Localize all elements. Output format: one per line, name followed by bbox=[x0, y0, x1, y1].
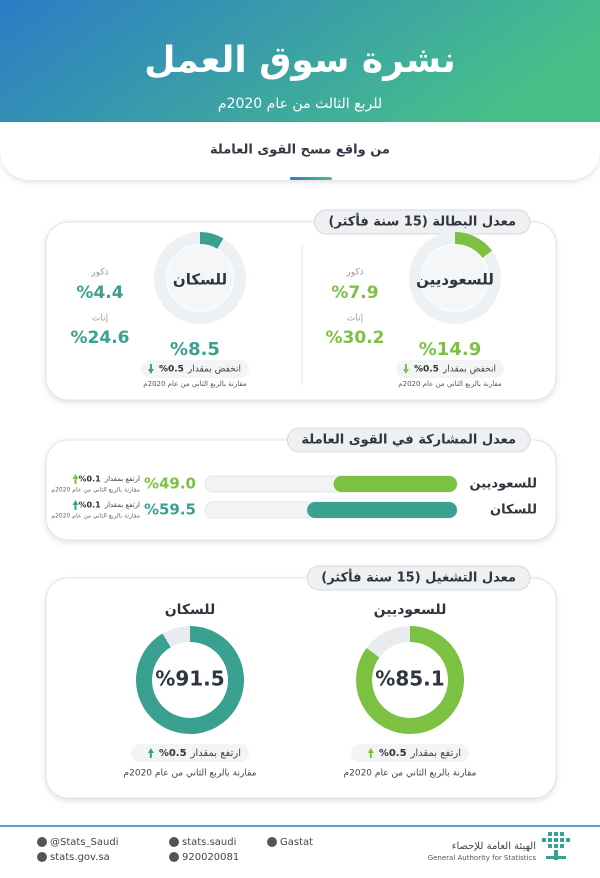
header-rule bbox=[290, 177, 332, 180]
change-value: %0.5 bbox=[159, 365, 184, 375]
donut-arc bbox=[454, 232, 493, 259]
change-value: %0.1 bbox=[79, 475, 102, 484]
group-name: للسعوديين bbox=[416, 271, 494, 289]
rate-label: %59.5 bbox=[144, 501, 196, 519]
footer-twitter[interactable]: @Stats_Saudi bbox=[50, 837, 118, 848]
org-name-ar: الهيئة العامة للإحصاء bbox=[452, 841, 536, 852]
male-label: ذكور bbox=[345, 268, 363, 278]
org-name-en: General Authority for Statistics bbox=[428, 854, 537, 862]
social-icon bbox=[267, 837, 277, 847]
change-value: %0.5 bbox=[159, 748, 187, 759]
change-note: مقارنة بالربع الثاني من عام 2020م bbox=[344, 769, 477, 779]
change-box bbox=[396, 360, 504, 378]
section-title-pill bbox=[286, 427, 531, 453]
change-arrow bbox=[147, 748, 154, 758]
bar bbox=[307, 502, 457, 518]
change-note: مقارنة بالربع الثاني من عام 2020م bbox=[51, 487, 140, 494]
footer-facebook[interactable]: stats.saudi bbox=[182, 837, 236, 848]
change-note: مقارنة بالربع الثاني من عام 2020م bbox=[398, 380, 502, 388]
section-title-pill bbox=[306, 565, 531, 591]
female-label: إناث bbox=[92, 314, 108, 324]
title: نشرة سوق العمل bbox=[144, 40, 455, 81]
employment-card bbox=[45, 577, 557, 799]
change-arrow bbox=[147, 364, 154, 374]
social-icon bbox=[37, 837, 47, 847]
social-icon bbox=[37, 852, 47, 862]
subtitle: للربع الثالث من عام 2020م bbox=[218, 96, 382, 112]
change-note: مقارنة بالربع الثاني من عام 2020م bbox=[51, 513, 140, 520]
social-icon bbox=[169, 852, 179, 862]
rate-label: %91.5 bbox=[155, 667, 224, 691]
group-name: للسكان bbox=[165, 602, 216, 618]
female-value: %30.2 bbox=[326, 328, 385, 348]
footer-phone[interactable]: 920020081 bbox=[182, 852, 239, 863]
logo bbox=[542, 832, 570, 860]
bar bbox=[333, 476, 457, 492]
rate-label: %49.0 bbox=[144, 475, 196, 493]
rate-label: %85.1 bbox=[375, 667, 444, 691]
footer-website[interactable]: stats.gov.sa bbox=[50, 852, 110, 863]
row-name: للسكان bbox=[490, 503, 537, 518]
change-text: ارتفع بمقدار bbox=[104, 475, 140, 483]
female-value: %24.6 bbox=[71, 328, 130, 348]
donut-arc bbox=[199, 232, 224, 249]
header-panel bbox=[0, 122, 600, 180]
row-name: للسعوديين bbox=[470, 477, 537, 492]
donut-arc bbox=[136, 626, 244, 734]
section-title-pill bbox=[313, 209, 531, 235]
change-text: انخفض بمقدار bbox=[442, 365, 496, 375]
section-title: معدل التشغيل (15 سنة فأكثر) bbox=[321, 569, 516, 586]
section-title: معدل المشاركة في القوى العاملة bbox=[301, 433, 516, 448]
change-arrow bbox=[72, 474, 79, 484]
change-note: مقارنة بالربع الثاني من عام 2020م bbox=[143, 380, 247, 388]
change-box bbox=[351, 744, 469, 762]
rate-label: %8.5 bbox=[170, 339, 220, 360]
change-value: %0.5 bbox=[414, 365, 439, 375]
group-name: للسعوديين bbox=[374, 602, 447, 618]
social-icon bbox=[169, 837, 179, 847]
male-value: %4.4 bbox=[76, 283, 123, 303]
donut-arc bbox=[356, 626, 464, 734]
change-value: %0.5 bbox=[379, 748, 407, 759]
source: من واقع مسح القوى العاملة bbox=[210, 143, 390, 158]
female-label: إناث bbox=[347, 314, 363, 324]
male-label: ذكور bbox=[90, 268, 108, 278]
header-band bbox=[0, 0, 600, 130]
change-box bbox=[131, 744, 249, 762]
footer-linkedin[interactable]: Gastat bbox=[280, 837, 313, 848]
change-text: ارتفع بمقدار bbox=[104, 501, 140, 509]
group-name: للسكان bbox=[173, 271, 227, 289]
change-text: ارتفع بمقدار bbox=[190, 748, 241, 759]
change-arrow bbox=[72, 500, 79, 510]
change-value: %0.1 bbox=[79, 501, 102, 510]
change-box bbox=[141, 360, 249, 378]
change-text: انخفض بمقدار bbox=[187, 365, 241, 375]
change-text: ارتفع بمقدار bbox=[410, 748, 461, 759]
male-value: %7.9 bbox=[331, 283, 378, 303]
rate-label: %14.9 bbox=[419, 339, 481, 360]
change-arrow bbox=[402, 364, 409, 374]
change-note: مقارنة بالربع الثاني من عام 2020م bbox=[124, 769, 257, 779]
donut-center bbox=[422, 245, 488, 311]
donut-center bbox=[167, 245, 233, 311]
change-arrow bbox=[367, 748, 374, 758]
section-title: معدل البطالة (15 سنة فأكثر) bbox=[328, 213, 516, 230]
